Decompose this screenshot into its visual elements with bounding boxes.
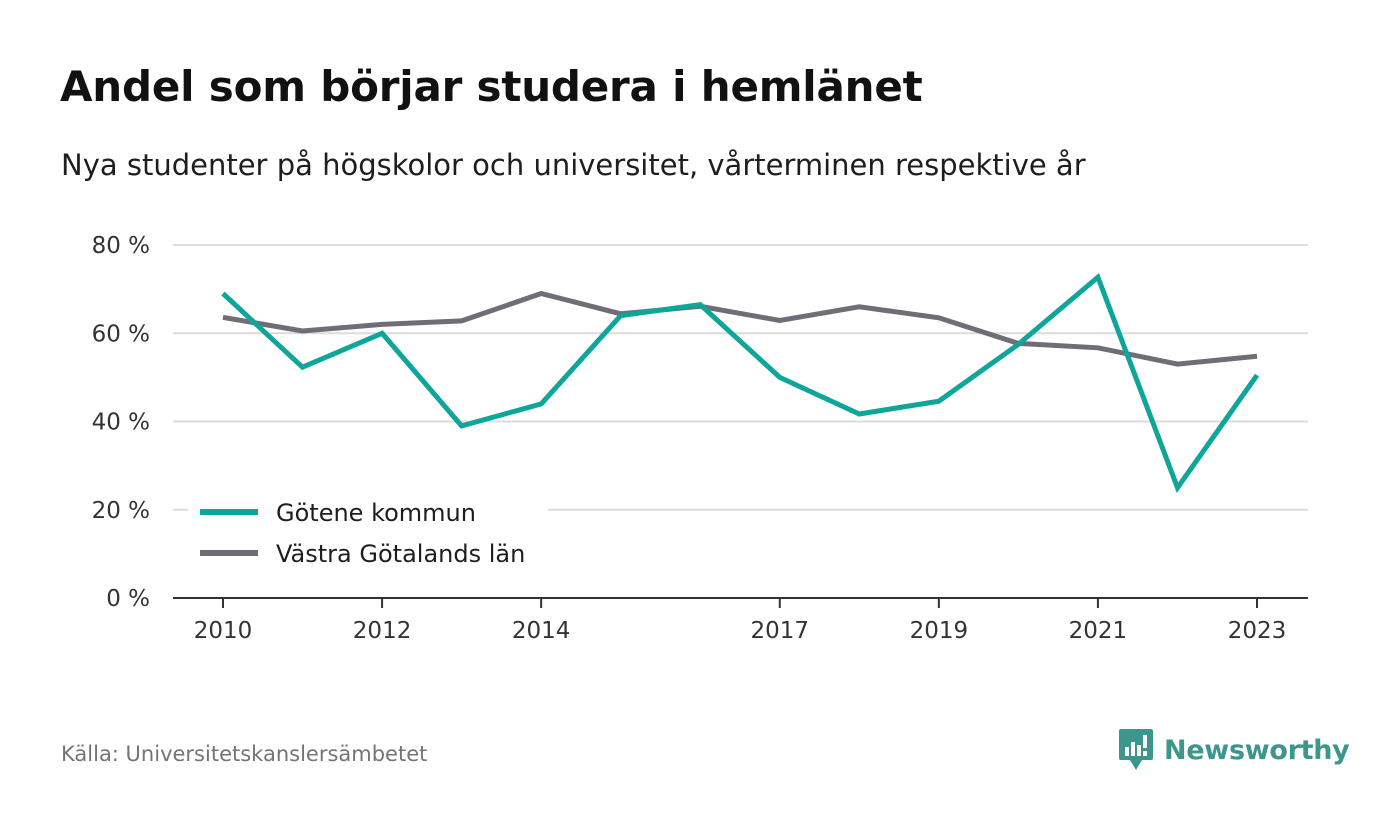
x-tick-label: 2017 xyxy=(750,618,809,644)
series-lines xyxy=(221,273,1260,493)
brand-logo: Newsworthy xyxy=(1118,728,1350,772)
legend-label: Götene kommun xyxy=(276,499,476,527)
line-chart: 0 % 20 % 40 % 60 % 80 % 2010 2012 2014 2017 2019… xyxy=(92,233,1308,644)
bar-chart-speech-bubble-icon xyxy=(1119,729,1153,770)
brand-name: Newsworthy xyxy=(1164,734,1350,766)
series-line-vastra-gotalands-lan xyxy=(222,290,1258,367)
x-tick-label: 2019 xyxy=(910,618,969,644)
y-tick-label: 80 % xyxy=(92,233,150,259)
x-tick-label: 2021 xyxy=(1069,618,1128,644)
y-tick-label: 20 % xyxy=(92,498,150,524)
legend-background xyxy=(188,492,548,578)
x-tick-label: 2010 xyxy=(194,618,253,644)
legend-label: Västra Götalands län xyxy=(276,540,525,568)
chart-title: Andel som börjar studera i hemlänet xyxy=(60,62,923,111)
y-tick-label: 40 % xyxy=(92,410,150,436)
x-axis-ticks: 2010 2012 2014 2017 2019 2021 2023 xyxy=(194,598,1287,644)
legend: Götene kommun Västra Götalands län xyxy=(188,492,548,578)
source-note: Källa: Universitetskanslersämbetet xyxy=(61,742,428,766)
x-tick-label: 2023 xyxy=(1228,618,1287,644)
series-line-gotene-kommun xyxy=(221,273,1260,493)
x-tick-label: 2014 xyxy=(512,618,571,644)
x-tick-label: 2012 xyxy=(353,618,412,644)
chart-subtitle: Nya studenter på högskolor och universit… xyxy=(61,148,1086,182)
y-tick-label: 0 % xyxy=(106,586,150,612)
y-tick-label: 60 % xyxy=(92,321,150,347)
y-axis-ticks: 0 % 20 % 40 % 60 % 80 % xyxy=(92,233,150,612)
